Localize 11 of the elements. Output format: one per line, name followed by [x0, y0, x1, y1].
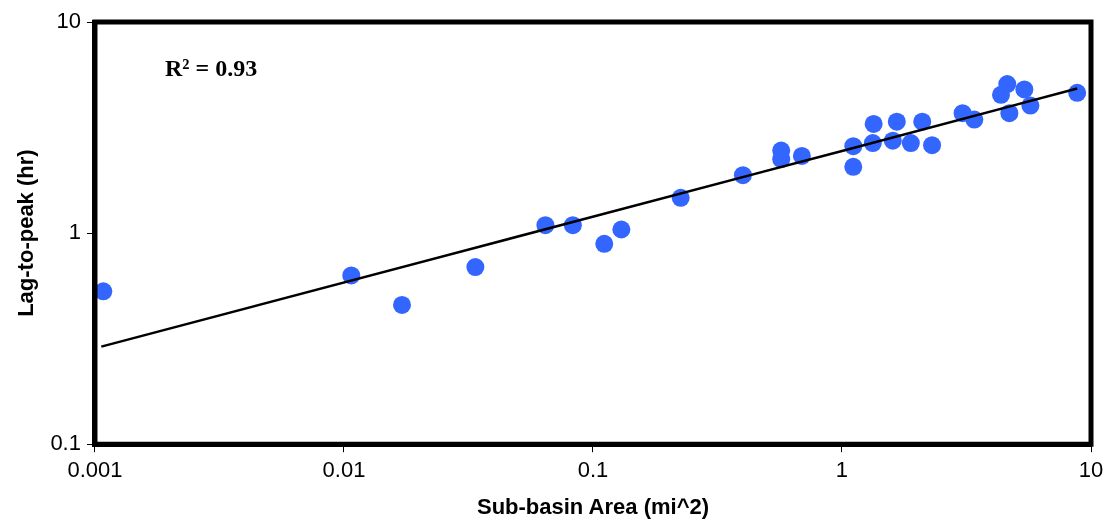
y-axis-title: Lag-to-peak (hr) — [13, 149, 39, 317]
x-axis-title: Sub-basin Area (mi^2) — [476, 493, 710, 519]
x-tick-label: 0.1 — [577, 457, 609, 483]
y-tick-label: 10 — [56, 8, 81, 34]
y-tick-label: 1 — [68, 219, 81, 245]
x-tick-label: 1 — [835, 457, 849, 483]
x-tick-label: 0.01 — [322, 457, 366, 483]
x-tick-label: 10 — [1078, 457, 1104, 483]
annotation: R² = 0.93 — [164, 55, 258, 82]
x-tick-label: 0.001 — [67, 457, 123, 483]
y-tick-label: 0.1 — [50, 430, 81, 456]
